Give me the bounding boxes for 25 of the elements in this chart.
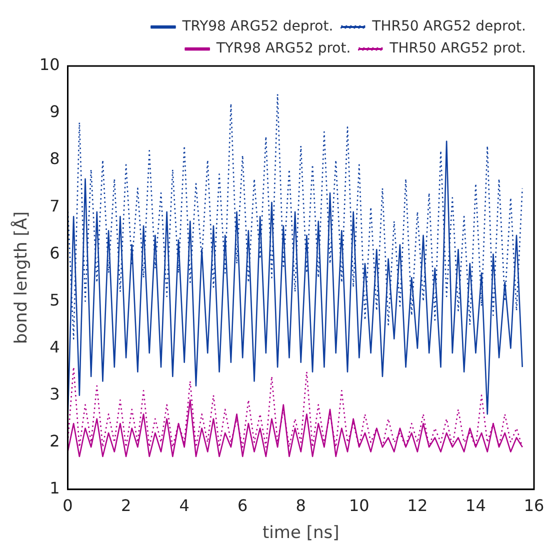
x-tick-label: 2: [120, 496, 132, 516]
x-tick-label: 16: [524, 496, 544, 516]
legend-label: TYR98 ARG52 prot.: [215, 40, 351, 57]
y-tick-label: 1: [50, 478, 60, 498]
x-tick-label: 0: [62, 496, 73, 516]
y-tick-label: 2: [50, 432, 60, 451]
y-tick-label: 3: [50, 384, 60, 404]
x-tick-label: 4: [179, 496, 190, 516]
legend-label: TRY98 ARG52 deprot.: [181, 18, 334, 35]
x-tick-label: 10: [348, 496, 370, 516]
y-tick-label: 6: [50, 243, 60, 262]
y-tick-label: 8: [50, 149, 60, 168]
x-tick-label: 12: [407, 496, 428, 516]
x-tick-label: 6: [238, 496, 248, 516]
y-axis-title: bond length [Å]: [10, 211, 32, 344]
x-tick-label: 14: [466, 496, 486, 516]
y-tick-label: 9: [50, 102, 60, 122]
legend-label: THR50 ARG52 prot.: [388, 40, 526, 57]
y-tick-label: 7: [50, 196, 60, 216]
y-tick-label: 10: [39, 55, 60, 74]
y-tick-label: 4: [50, 337, 60, 356]
x-axis-title: time [ns]: [262, 523, 340, 544]
legend-label: THR50 ARG52 deprot.: [371, 18, 526, 35]
y-tick-label: 5: [50, 290, 60, 310]
x-tick-label: 8: [296, 496, 306, 516]
